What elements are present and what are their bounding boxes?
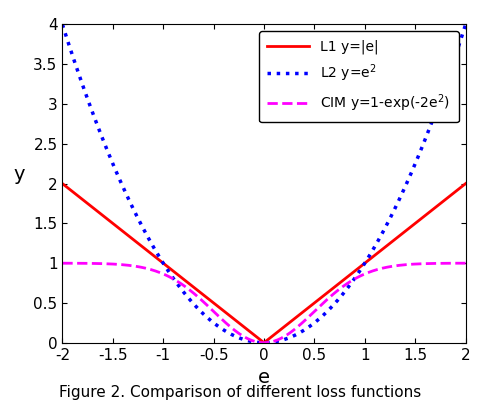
CIM y=1-exp(-2e$^2$) [60, 261, 65, 266]
CIM y=1-exp(-2e$^2$) [391, 264, 396, 268]
L2 y=e$^2$ [463, 22, 468, 27]
CIM y=1-exp(-2e$^2$) [261, 340, 266, 345]
L2 y=e$^2$ [262, 340, 267, 345]
L1 y=|e| [454, 188, 459, 193]
L2 y=e$^2$ [391, 208, 396, 213]
L1 y=|e| [251, 332, 257, 337]
Line: L1 y=|e|: L1 y=|e| [62, 184, 466, 342]
L2 y=e$^2$ [278, 338, 284, 343]
L1 y=|e| [300, 309, 306, 314]
CIM y=1-exp(-2e$^2$) [463, 261, 468, 266]
Line: L2 y=e$^2$: L2 y=e$^2$ [62, 24, 466, 343]
L1 y=|e| [253, 334, 259, 339]
Line: CIM y=1-exp(-2e$^2$): CIM y=1-exp(-2e$^2$) [62, 263, 466, 343]
L1 y=|e| [391, 238, 396, 243]
Text: Figure 2. Comparison of different loss functions: Figure 2. Comparison of different loss f… [59, 385, 421, 400]
L1 y=|e| [278, 326, 284, 331]
L1 y=|e| [463, 181, 468, 186]
L2 y=e$^2$ [251, 339, 257, 344]
L1 y=|e| [60, 181, 65, 186]
L2 y=e$^2$ [253, 340, 259, 345]
L2 y=e$^2$ [454, 49, 459, 54]
X-axis label: e: e [258, 368, 270, 387]
CIM y=1-exp(-2e$^2$) [251, 339, 257, 344]
CIM y=1-exp(-2e$^2$) [253, 339, 259, 344]
Y-axis label: y: y [13, 164, 25, 184]
L2 y=e$^2$ [300, 328, 306, 333]
CIM y=1-exp(-2e$^2$) [454, 261, 459, 266]
L2 y=e$^2$ [60, 22, 65, 27]
L1 y=|e| [262, 340, 267, 345]
CIM y=1-exp(-2e$^2$) [278, 336, 284, 341]
Legend: L1 y=|e|, L2 y=e$^2$, CIM y=1-exp(-2e$^2$): L1 y=|e|, L2 y=e$^2$, CIM y=1-exp(-2e$^2… [259, 31, 459, 122]
CIM y=1-exp(-2e$^2$) [300, 319, 306, 324]
